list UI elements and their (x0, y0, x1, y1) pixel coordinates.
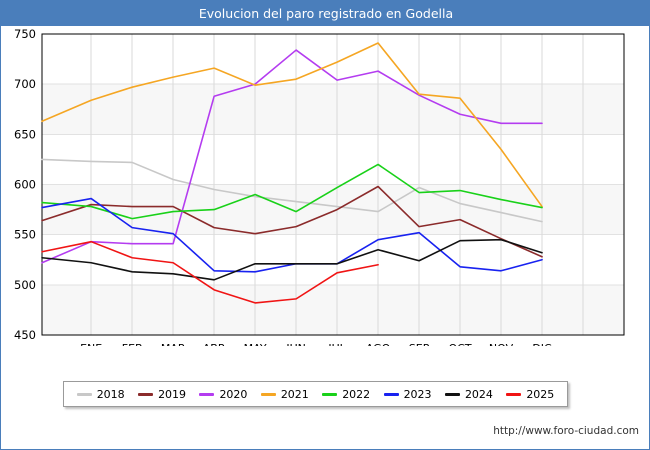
legend-label: 2022 (342, 387, 371, 401)
series-line-2018 (41, 158, 543, 223)
y-tick-550: 550 (14, 228, 36, 242)
series-line-2020 (41, 49, 543, 264)
legend-swatch-icon-2022 (322, 392, 338, 396)
y-axis-tick-labels: 450 500 550 600 650 700 750 (14, 27, 36, 342)
x-tick-jun: JUN (285, 342, 306, 346)
y-tick-450: 450 (14, 328, 36, 342)
legend-label: 2018 (96, 387, 125, 401)
legend-label: 2020 (219, 387, 248, 401)
horizontal-gridlines (42, 83, 624, 286)
legend-swatch-icon-2021 (260, 392, 276, 396)
x-tick-may: MAY (244, 342, 267, 346)
alternating-bands (42, 84, 624, 335)
chart-title-bar: Evolucion del paro registrado en Godella (1, 1, 650, 26)
page-title: Evolucion del paro registrado en Godella (198, 6, 454, 21)
data-series-group (41, 42, 543, 304)
y-tick-500: 500 (14, 278, 36, 292)
series-line-2025 (41, 240, 379, 304)
legend-label: 2021 (280, 387, 309, 401)
x-tick-feb: FEB (122, 342, 143, 346)
x-tick-sep: SEP (409, 342, 430, 346)
legend-label: 2019 (158, 387, 187, 401)
legend-item-2022[interactable]: 2022 (322, 388, 370, 401)
legend-swatch-icon-2020 (199, 392, 215, 396)
x-tick-mar: MAR (161, 342, 186, 346)
legend-label: 2023 (403, 387, 432, 401)
source-url: http://www.foro-ciudad.com (493, 425, 639, 437)
legend-label: 2024 (464, 387, 493, 401)
x-axis-tick-labels: ENE FEB MAR ABR MAY JUN JUL AGO SEP OCT NOV DIC (80, 342, 552, 346)
x-tick-jul: JUL (327, 342, 346, 346)
plot-border (41, 33, 625, 336)
legend-swatch-icon-2023 (383, 392, 399, 396)
series-line-2024 (41, 238, 543, 281)
legend-item-2020[interactable]: 2020 (199, 388, 247, 401)
y-tick-700: 700 (14, 77, 36, 91)
x-tick-ene: ENE (80, 342, 102, 346)
series-line-2022 (41, 163, 543, 220)
legend-swatch-icon-2025 (506, 392, 522, 396)
y-tick-600: 600 (14, 178, 36, 192)
legend-label: 2025 (526, 387, 555, 401)
x-tick-abr: ABR (203, 342, 226, 346)
legend-swatch-icon-2018 (76, 392, 92, 396)
legend-item-2023[interactable]: 2023 (383, 387, 432, 401)
vertical-gridlines (90, 34, 584, 335)
y-tick-650: 650 (14, 127, 36, 141)
x-tick-ago: AGO (366, 342, 391, 346)
y-tick-750: 750 (14, 27, 36, 41)
line-chart-svg: 450 500 550 600 650 700 750 ENE FEB MAR ABR MAY JUN… (14, 27, 625, 346)
legend-swatch-icon-2019 (138, 392, 154, 396)
x-tick-oct: OCT (449, 342, 472, 346)
x-tick-nov: NOV (489, 342, 514, 346)
x-tick-dic: DIC (532, 342, 552, 346)
legend-item-2019[interactable]: 2019 (138, 388, 186, 401)
legend-item-2018[interactable]: 2018 (76, 387, 125, 401)
legend-swatch-icon-2024 (444, 392, 460, 396)
legend-item-2021[interactable]: 2021 (260, 387, 309, 401)
series-line-2021 (41, 42, 543, 208)
legend-item-2025[interactable]: 2025 (506, 388, 554, 401)
legend-item-2024[interactable]: 2024 (444, 387, 493, 401)
series-line-2019 (41, 185, 543, 258)
plot-area: 450 500 550 600 650 700 750 ENE FEB MAR ABR MAY JUN… (1, 26, 650, 346)
chart-legend: 2018 2019 2020 2021 2022 2023 2024 2025 (63, 381, 568, 407)
